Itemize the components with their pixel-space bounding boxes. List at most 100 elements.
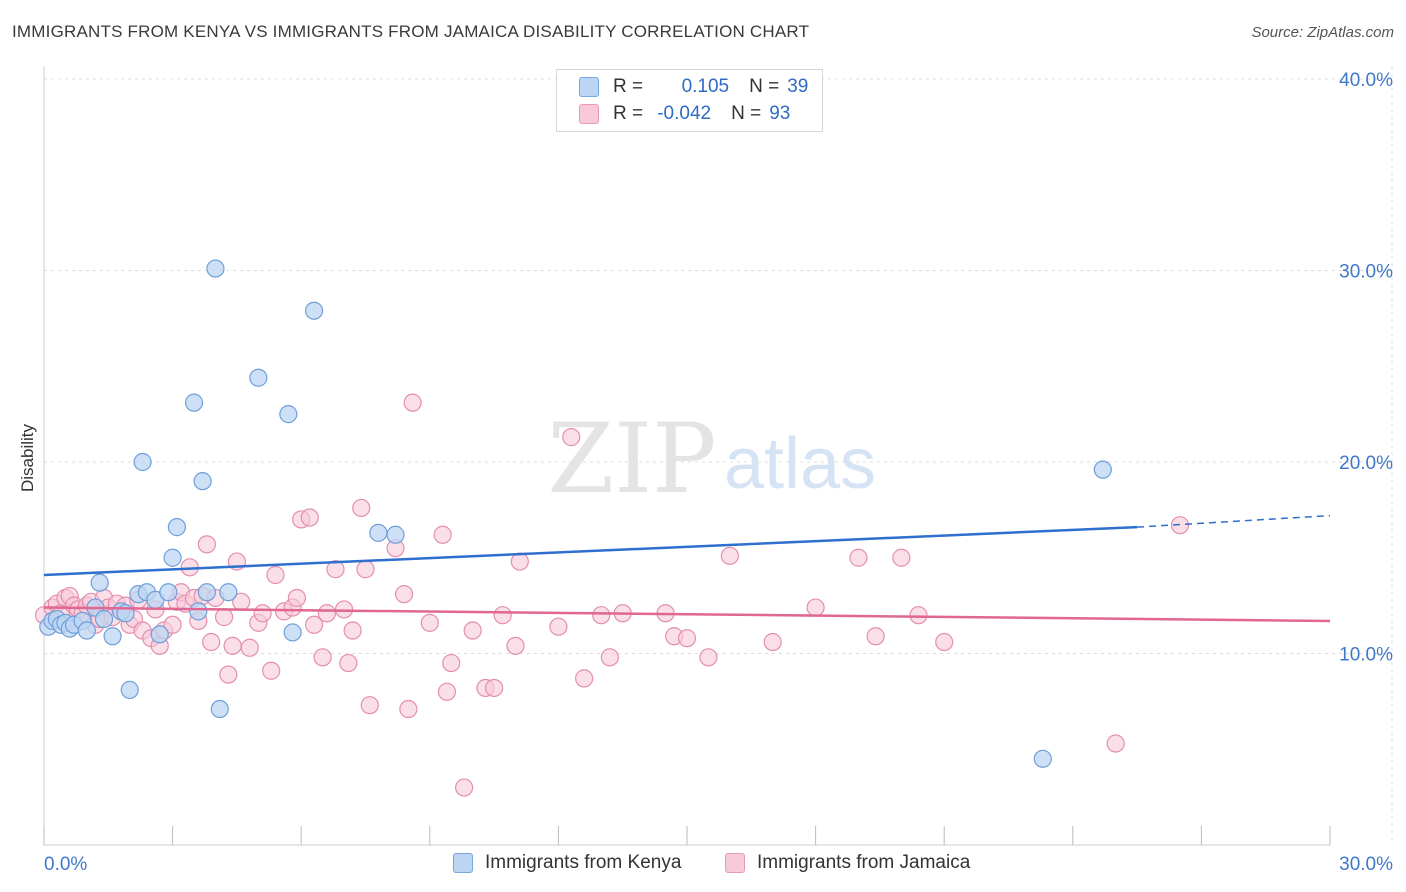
kenya-point [206, 259, 225, 278]
legend-label-jamaica: Immigrants from Jamaica [757, 852, 971, 873]
kenya-trend-line [43, 525, 1138, 577]
kenya-point [1093, 460, 1112, 479]
jamaica-point [317, 604, 337, 623]
legend-item-kenya[interactable]: Immigrants from Kenya [453, 852, 681, 874]
kenya-point [94, 609, 114, 629]
jamaica-point [163, 615, 182, 634]
watermark: ZIP atlas [547, 403, 876, 515]
jamaica-trend-line [43, 606, 1331, 623]
legend-r-label: R = [613, 103, 644, 124]
jamaica-point [909, 606, 928, 625]
jamaica-point [219, 665, 238, 684]
kenya-point [163, 548, 182, 567]
jamaica-point [699, 648, 718, 667]
x-tick-label: 30.0% [1339, 854, 1393, 875]
kenya-point [189, 602, 208, 621]
kenya-point [279, 405, 298, 424]
jamaica-point [433, 525, 452, 544]
jamaica-point [352, 498, 371, 518]
jamaica-point [849, 548, 868, 567]
kenya-point [304, 301, 324, 320]
jamaica-point [360, 696, 379, 715]
jamaica-point [1106, 734, 1125, 753]
jamaica-point [935, 632, 954, 652]
jamaica-point [892, 548, 911, 567]
legend-n-label: N = [731, 103, 762, 124]
kenya-point [120, 680, 139, 699]
kenya-point [386, 525, 405, 544]
watermark-atlas: atlas [724, 424, 876, 504]
legend-n-value: 93 [769, 103, 791, 124]
jamaica-point [866, 627, 885, 646]
legend-r-label: R = [613, 76, 644, 97]
jamaica-point [326, 560, 345, 579]
jamaica-point [485, 678, 504, 698]
jamaica-point [437, 682, 457, 701]
kenya-point [283, 623, 302, 642]
kenya-point [197, 583, 216, 602]
jamaica-point [403, 393, 422, 412]
jamaica-point [549, 617, 568, 636]
jamaica-point [266, 565, 285, 585]
jamaica-point [356, 560, 375, 579]
kenya-point [193, 472, 212, 491]
y-tick-label: 30.0% [1339, 262, 1393, 283]
jamaica-point [339, 653, 358, 673]
jamaica-point [575, 669, 594, 688]
jamaica-point [394, 585, 414, 604]
axes-layer [43, 66, 1331, 846]
jamaica-point [214, 608, 234, 627]
kenya-point [1033, 749, 1052, 768]
jamaica-point [240, 638, 259, 657]
legend-r-value: 0.105 [681, 76, 730, 97]
kenya-point [184, 393, 204, 412]
legend-n-label: N = [749, 76, 780, 97]
jamaica-point [677, 629, 697, 648]
jamaica-point [202, 632, 221, 652]
jamaica-point [806, 598, 825, 617]
legend-swatch-kenya [579, 77, 599, 97]
kenya-point [219, 583, 238, 602]
y-axis-label: Disability [18, 423, 37, 492]
jamaica-point [313, 648, 332, 667]
jamaica-point [493, 606, 512, 625]
watermark-zip: ZIP [547, 403, 716, 515]
legend-r-value: -0.042 [657, 103, 712, 124]
kenya-point [103, 627, 122, 646]
jamaica-point [300, 508, 319, 527]
kenya-point [150, 625, 169, 644]
jamaica-point [600, 648, 619, 667]
kenya-point [159, 583, 178, 602]
y-tick-label: 20.0% [1339, 453, 1393, 474]
jamaica-point [442, 653, 461, 673]
jamaica-point [763, 632, 782, 652]
kenya-point [77, 621, 96, 640]
source-label: Source: ZipAtlas.com [1251, 24, 1394, 41]
jamaica-point [197, 535, 216, 554]
legend-item-jamaica[interactable]: Immigrants from Jamaica [725, 852, 970, 874]
legend-row-kenya: R = 0.105 N = 39 [579, 74, 808, 100]
stats-legend: R = 0.105 N = 39 R = -0.042 N = 93 [556, 69, 823, 132]
jamaica-point [287, 588, 307, 608]
jamaica-point [454, 778, 474, 797]
jamaica-point [592, 606, 611, 625]
y-tick-label: 10.0% [1339, 645, 1393, 666]
kenya-point [249, 368, 268, 387]
jamaica-point [399, 699, 418, 719]
legend-n-value: 39 [787, 76, 809, 97]
legend-swatch-jamaica [579, 104, 599, 124]
jamaica-point [262, 661, 281, 680]
jamaica-points [34, 393, 1190, 797]
legend-swatch-jamaica [725, 853, 745, 873]
jamaica-point [720, 546, 739, 565]
kenya-point [210, 699, 229, 719]
jamaica-point [223, 636, 242, 655]
legend-row-jamaica: R = -0.042 N = 93 [579, 101, 790, 127]
y-tick-label: 40.0% [1339, 70, 1393, 91]
kenya-point [369, 523, 388, 542]
jamaica-point [304, 615, 324, 634]
jamaica-point [463, 621, 482, 640]
x-tick-label: 0.0% [44, 854, 87, 875]
kenya-trend-extension [1137, 514, 1331, 528]
